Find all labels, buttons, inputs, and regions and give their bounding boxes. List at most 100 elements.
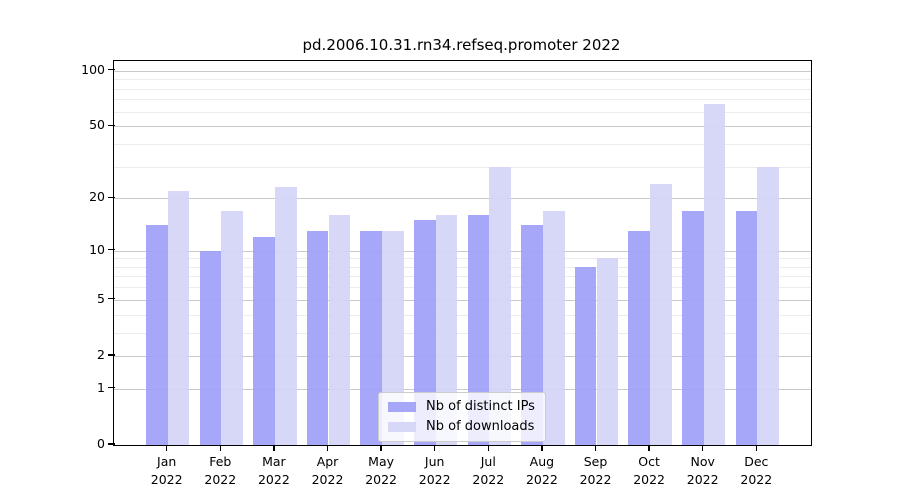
month-line: Sep <box>583 454 608 469</box>
month-line: Dec <box>744 454 769 469</box>
year-line: 2022 <box>525 471 558 487</box>
y-tick-mark-10 <box>108 248 115 251</box>
bar-nb-of-distinct-ips-dec <box>735 210 758 445</box>
x-tick-mark-apr <box>326 445 329 451</box>
gridline-minor-40 <box>114 143 811 145</box>
bar-nb-of-distinct-ips-mar <box>253 237 275 445</box>
y-tick-mark-2 <box>108 354 115 356</box>
gridline-minor-7 <box>114 276 811 278</box>
legend-label-distinct-ips: Nb of distinct IPs <box>426 399 535 414</box>
x-tick-label-jun: Jun 2022 <box>407 453 463 488</box>
chart-title: pd.2006.10.31.rn34.refseq.promoter 2022 <box>302 36 621 54</box>
bar-nb-of-downloads-dec <box>757 166 780 445</box>
y-tick-label-2: 2 <box>97 346 105 362</box>
bar-nb-of-distinct-ips-nov <box>681 210 704 445</box>
x-tick-mark-aug <box>541 445 543 451</box>
y-tick-label-20: 20 <box>89 189 105 205</box>
y-tick-mark-100 <box>108 69 115 71</box>
legend-entry-distinct-ips: Nb of distinct IPs <box>388 399 535 415</box>
x-tick-label-may: May 2022 <box>353 453 409 488</box>
gridline-minor-3 <box>114 332 811 334</box>
y-tick-label-10: 10 <box>89 241 105 257</box>
gridline-major-1 <box>114 388 811 390</box>
bar-nb-of-distinct-ips-apr <box>306 231 329 445</box>
year-line: 2022 <box>579 471 612 487</box>
year-line: 2022 <box>633 471 665 487</box>
x-tick-label-oct: Oct 2022 <box>621 453 677 488</box>
gridline-major-5 <box>114 299 811 301</box>
bar-nb-of-distinct-ips-jun <box>413 220 436 445</box>
bar-nb-of-downloads-sep <box>596 258 619 445</box>
x-tick-label-feb: Feb 2022 <box>192 453 248 488</box>
y-tick-label-5: 5 <box>97 290 105 306</box>
legend-swatch-downloads <box>388 422 416 432</box>
year-line: 2022 <box>686 471 719 487</box>
x-tick-mark-mar <box>273 445 275 451</box>
year-line: 2022 <box>311 471 344 487</box>
gridline-major-100 <box>114 70 811 72</box>
x-tick-label-jan: Jan 2022 <box>139 453 195 488</box>
year-line: 2022 <box>740 471 773 487</box>
x-tick-label-sep: Sep 2022 <box>568 453 624 488</box>
x-tick-mark-jul <box>487 445 489 451</box>
year-line: 2022 <box>365 471 397 487</box>
month-line: Apr <box>316 454 339 469</box>
month-line: Jun <box>424 454 445 469</box>
month-line: Jan <box>157 454 177 469</box>
gridline-minor-6 <box>114 287 811 289</box>
gridline-minor-8 <box>114 266 811 268</box>
x-tick-label-mar: Mar 2022 <box>246 453 302 488</box>
bar-nb-of-downloads-may <box>382 231 404 445</box>
legend-label-downloads: Nb of downloads <box>426 419 535 434</box>
x-tick-label-jul: Jul 2022 <box>460 453 516 488</box>
plot-area: Nb of distinct IPs Nb of downloads <box>113 60 812 446</box>
bar-nb-of-distinct-ips-jul <box>467 215 490 445</box>
month-line: Nov <box>690 454 715 469</box>
x-tick-mark-jun <box>434 445 436 451</box>
gridline-major-2 <box>114 355 811 357</box>
x-tick-label-nov: Nov 2022 <box>675 453 731 488</box>
bar-nb-of-downloads-feb <box>221 210 244 445</box>
year-line: 2022 <box>418 471 451 487</box>
y-tick-mark-50 <box>108 124 115 126</box>
year-line: 2022 <box>204 471 237 487</box>
bar-nb-of-distinct-ips-oct <box>628 231 651 445</box>
bar-nb-of-distinct-ips-feb <box>199 250 222 445</box>
y-tick-label-1: 1 <box>97 379 105 395</box>
y-tick-label-0: 0 <box>97 436 105 451</box>
year-line: 2022 <box>257 471 290 487</box>
x-tick-mark-dec <box>755 445 757 451</box>
x-tick-mark-oct <box>648 445 650 451</box>
month-line: Mar <box>262 454 286 469</box>
bar-nb-of-downloads-jul <box>489 166 512 445</box>
month-line: May <box>368 454 395 469</box>
x-tick-label-apr: Apr 2022 <box>300 453 356 488</box>
gridline-major-50 <box>114 126 811 128</box>
x-tick-mark-may <box>380 445 382 451</box>
x-tick-label-aug: Aug 2022 <box>514 453 570 488</box>
gridline-minor-80 <box>114 88 811 90</box>
gridline-major-20 <box>114 198 811 200</box>
bar-nb-of-downloads-mar <box>274 187 297 445</box>
gridline-major-10 <box>114 250 811 252</box>
bar-nb-of-distinct-ips-aug <box>521 225 543 445</box>
month-line: Jul <box>480 454 496 469</box>
y-tick-label-100: 100 <box>81 61 105 77</box>
year-line: 2022 <box>472 471 505 487</box>
gridline-minor-60 <box>114 111 811 113</box>
legend-entry-downloads: Nb of downloads <box>388 419 535 435</box>
year-line: 2022 <box>150 471 183 487</box>
legend: Nb of distinct IPs Nb of downloads <box>378 392 546 442</box>
y-tick-mark-5 <box>108 298 115 300</box>
x-tick-mark-feb <box>219 445 221 451</box>
month-line: Oct <box>638 454 660 469</box>
bar-nb-of-downloads-nov <box>703 104 726 445</box>
y-tick-label-50: 50 <box>89 117 105 133</box>
y-tick-mark-1 <box>108 387 115 389</box>
month-line: Aug <box>529 454 555 469</box>
bar-nb-of-downloads-jan <box>167 190 190 445</box>
gridline-minor-30 <box>114 166 811 168</box>
bar-nb-of-downloads-oct <box>650 184 672 445</box>
gridline-minor-90 <box>114 79 811 81</box>
